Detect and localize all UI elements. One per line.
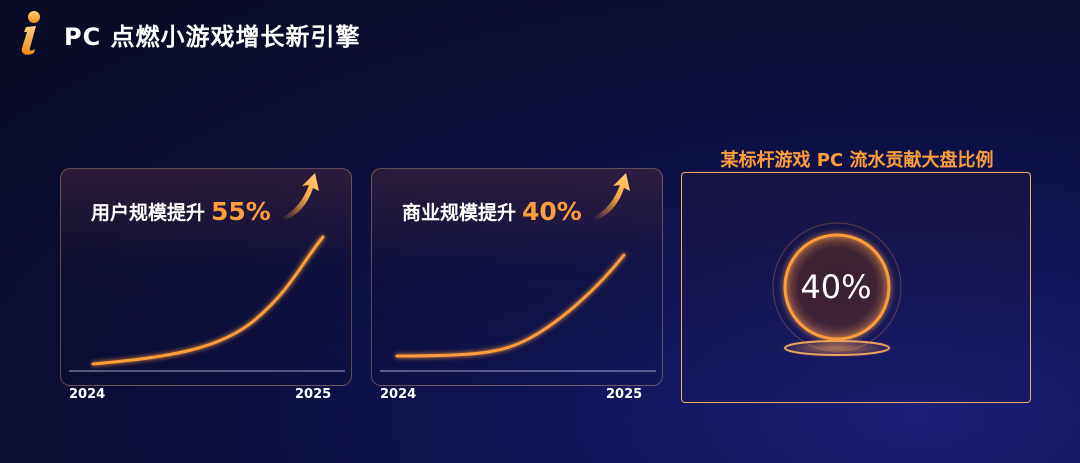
business-growth-card: 商业规模提升 40% 2024 2025 xyxy=(371,168,663,402)
growth-arrow-icon xyxy=(283,173,319,221)
growth-curve xyxy=(395,253,626,358)
share-value: 40% xyxy=(800,268,872,306)
share-ring-graphic xyxy=(772,222,902,358)
card-label-text: 商业规模提升 xyxy=(402,202,517,224)
card-value: 40% xyxy=(522,197,582,226)
card-label: 商业规模提升 40% xyxy=(402,197,582,226)
ring-border xyxy=(783,233,891,341)
x-axis-start-label: 2024 xyxy=(69,387,106,402)
ring-base xyxy=(784,340,890,356)
info-i-icon xyxy=(21,11,40,55)
card-label: 用户规模提升 55% xyxy=(91,197,271,226)
x-axis-end-label: 2025 xyxy=(606,387,643,402)
share-panel-title: 某标杆游戏 PC 流水贡献大盘比例 xyxy=(720,150,994,171)
x-axis-end-label: 2025 xyxy=(295,387,332,402)
x-axis-start-label: 2024 xyxy=(380,387,417,402)
ring-outer-halo xyxy=(772,222,902,352)
page-title: PC 点燃小游戏增长新引擎 xyxy=(64,23,361,51)
card-value: 55% xyxy=(211,197,271,226)
business-growth-chart xyxy=(380,173,656,372)
growth-arrow-icon xyxy=(594,173,630,221)
user-growth-chart xyxy=(69,173,345,372)
ring-disc xyxy=(785,235,889,339)
growth-curve xyxy=(91,235,325,366)
user-growth-card: 用户规模提升 55% 2024 2025 xyxy=(60,168,352,402)
card-label-text: 用户规模提升 xyxy=(91,202,206,224)
